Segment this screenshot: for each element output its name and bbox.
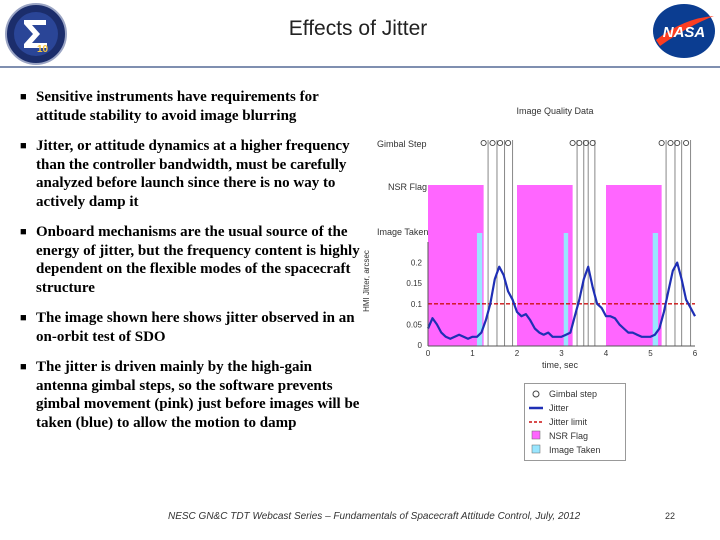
legend-nsr-icon <box>531 430 541 440</box>
row-label-nsr-flag: NSR Flag <box>388 182 427 192</box>
chart-legend: Gimbal step Jitter Jitter limit NSR Flag… <box>524 383 626 461</box>
bullet-text: The jitter is driven mainly by the high-… <box>36 359 360 431</box>
gimbal-step-marker <box>589 139 596 147</box>
y-tick-label: 0.15 <box>406 279 422 288</box>
plot-ticks: 0 1 2 3 4 5 6 0 0.05 0.1 0.15 0.2 <box>406 242 698 358</box>
gimbal-step-marker <box>576 139 583 147</box>
legend-label-nsr: NSR Flag <box>549 431 588 441</box>
gimbal-step-marker <box>480 139 487 147</box>
chart-title: Image Quality Data <box>516 106 593 116</box>
square-bullet-icon: ■ <box>20 312 27 324</box>
x-axis-label: time, sec <box>542 360 579 370</box>
bullet-text: Sensitive instruments have requirements … <box>36 89 319 124</box>
square-bullet-icon: ■ <box>20 140 27 152</box>
legend-label-limit: Jitter limit <box>549 417 587 427</box>
bullet-item: ■ Onboard mechanisms are the usual source… <box>20 223 365 297</box>
bullet-item: ■ The image shown here shows jitter obser… <box>20 309 365 346</box>
footer-text: NESC GN&C TDT Webcast Series – Fundament… <box>168 511 581 522</box>
row-label-gimbal-step: Gimbal Step <box>377 139 427 149</box>
legend-label-jitter: Jitter <box>549 403 569 413</box>
x-tick-label: 4 <box>604 349 609 358</box>
page-title: Effects of Jitter <box>288 17 428 40</box>
plot-marks <box>426 139 696 340</box>
square-bullet-icon: ■ <box>20 226 27 238</box>
nesc-logo: 10 <box>5 3 67 65</box>
row-label-image-taken: Image Taken <box>377 227 428 237</box>
gimbal-step-marker <box>582 139 590 147</box>
square-bullet-icon: ■ <box>20 361 27 373</box>
bullet-list: ■ Sensitive instruments have requirements… <box>20 88 365 444</box>
bullet-text: Jitter, or attitude dynamics at a higher… <box>36 138 350 210</box>
gimbal-step-marker <box>683 139 690 147</box>
nesc-logo-number: 10 <box>37 44 49 55</box>
legend-gimbal-icon <box>532 390 540 398</box>
legend-image-icon <box>531 444 541 454</box>
page-number: 22 <box>665 511 676 521</box>
y-tick-label: 0.1 <box>411 300 423 309</box>
bullet-text: Onboard mechanisms are the usual source … <box>36 224 360 296</box>
nsr-flag-band <box>517 185 573 346</box>
legend-label-gimbal: Gimbal step <box>549 389 597 399</box>
gimbal-step-marker <box>674 139 681 147</box>
y-tick-label: 0.05 <box>406 320 422 329</box>
header-divider <box>0 66 720 68</box>
gimbal-step-marker <box>658 139 665 147</box>
plot-background <box>428 140 692 346</box>
x-tick-label: 2 <box>515 349 520 358</box>
nasa-logo-text: NASA <box>663 24 706 41</box>
x-tick-label: 6 <box>693 349 698 358</box>
x-tick-label: 5 <box>648 349 653 358</box>
jitter-series-line <box>426 261 696 340</box>
bullet-text: The image shown here shows jitter observ… <box>36 310 355 345</box>
nsr-flag-band <box>428 185 484 346</box>
image-taken-band <box>476 233 483 346</box>
image-taken-band <box>563 233 569 346</box>
gimbal-step-marker <box>569 139 576 147</box>
y-axis-label: HMI Jitter, arcsec <box>362 250 371 312</box>
bullet-item: ■ Jitter, or attitude dynamics at a highe… <box>20 137 365 211</box>
nasa-logo: NASA <box>653 4 715 58</box>
x-tick-label: 3 <box>559 349 564 358</box>
image-taken-band <box>652 233 659 346</box>
bullet-item: ■ The jitter is driven mainly by the high… <box>20 358 365 432</box>
gimbal-step-marker <box>497 139 504 147</box>
legend-label-image: Image Taken <box>549 445 600 455</box>
square-bullet-icon: ■ <box>20 91 27 103</box>
jitter-chart: Image Quality Data Gimbal Step NSR Flag … <box>362 106 698 370</box>
x-tick-label: 1 <box>470 349 475 358</box>
gimbal-step-marker <box>667 139 674 147</box>
x-tick-label: 0 <box>426 349 431 358</box>
bullet-item: ■ Sensitive instruments have requirements… <box>20 88 365 125</box>
y-tick-label: 0 <box>418 341 423 350</box>
y-tick-label: 0.2 <box>411 259 423 268</box>
gimbal-step-marker <box>489 139 496 147</box>
gimbal-step-marker <box>505 139 512 147</box>
